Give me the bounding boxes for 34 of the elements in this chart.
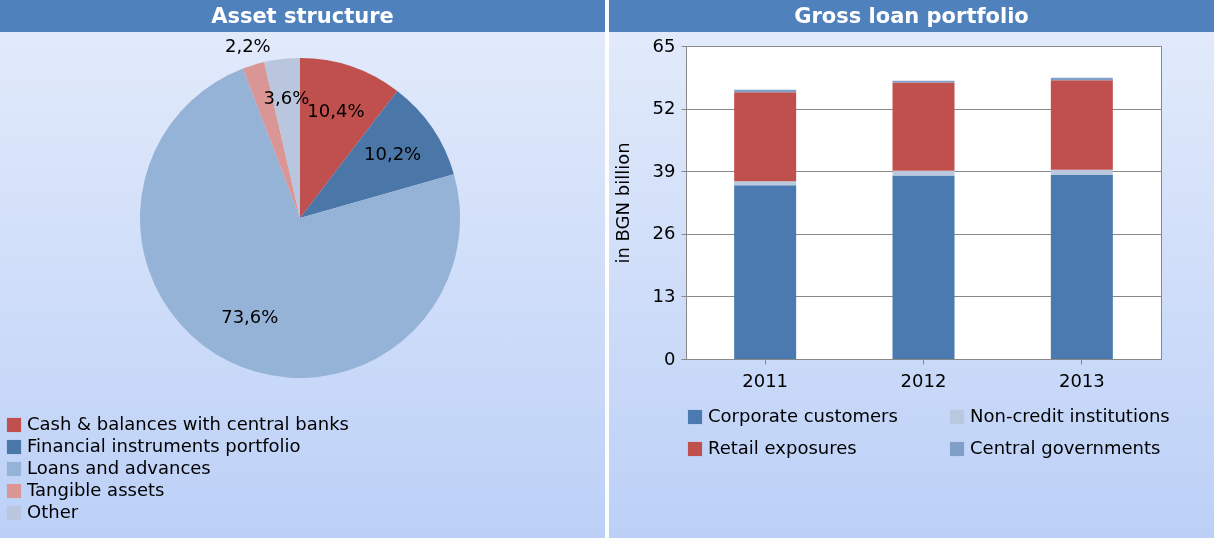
legend-label: Corporate customers: [708, 405, 898, 426]
data-label: 73,6%: [221, 306, 279, 328]
chart-title: Asset structure: [0, 0, 605, 32]
legend-label: Tangible assets: [26, 479, 165, 500]
data-label: 2,2%: [224, 34, 271, 56]
y-tick-label: 39: [652, 159, 676, 181]
legend-label: Non-credit institutions: [970, 405, 1170, 426]
x-tick-label: 2011: [742, 369, 789, 391]
y-tick-label: 13: [652, 284, 676, 306]
pie-slice: [140, 68, 460, 378]
x-tick-label: 2012: [900, 369, 947, 391]
y-tick-label: 52: [652, 97, 676, 119]
legend-label: Loans and advances: [27, 457, 211, 478]
legend-label: Other: [27, 501, 79, 522]
bar: [734, 185, 797, 359]
bar: [1050, 175, 1113, 359]
y-tick-label: 0: [664, 347, 676, 369]
y-tick-label: 26: [652, 222, 676, 244]
bar: [892, 82, 955, 171]
legend-label: Cash & balances with central banks: [27, 413, 349, 434]
legend-label: Central governments: [970, 437, 1161, 458]
legend-label: Financial instruments portfolio: [27, 435, 301, 456]
x-tick-label: 2013: [1058, 369, 1105, 391]
bar: [1050, 169, 1113, 176]
bar: [1050, 80, 1113, 170]
bar: [892, 170, 955, 176]
bar: [892, 175, 955, 359]
y-axis-title: in BGN billion: [611, 142, 633, 264]
bar: [734, 92, 797, 182]
bar: [734, 181, 797, 186]
chart-title: Gross loan portfolio: [609, 0, 1214, 32]
legend-label: Retail exposures: [708, 437, 857, 458]
y-tick-label: 65: [652, 34, 676, 56]
data-label: 10,2%: [364, 143, 422, 165]
